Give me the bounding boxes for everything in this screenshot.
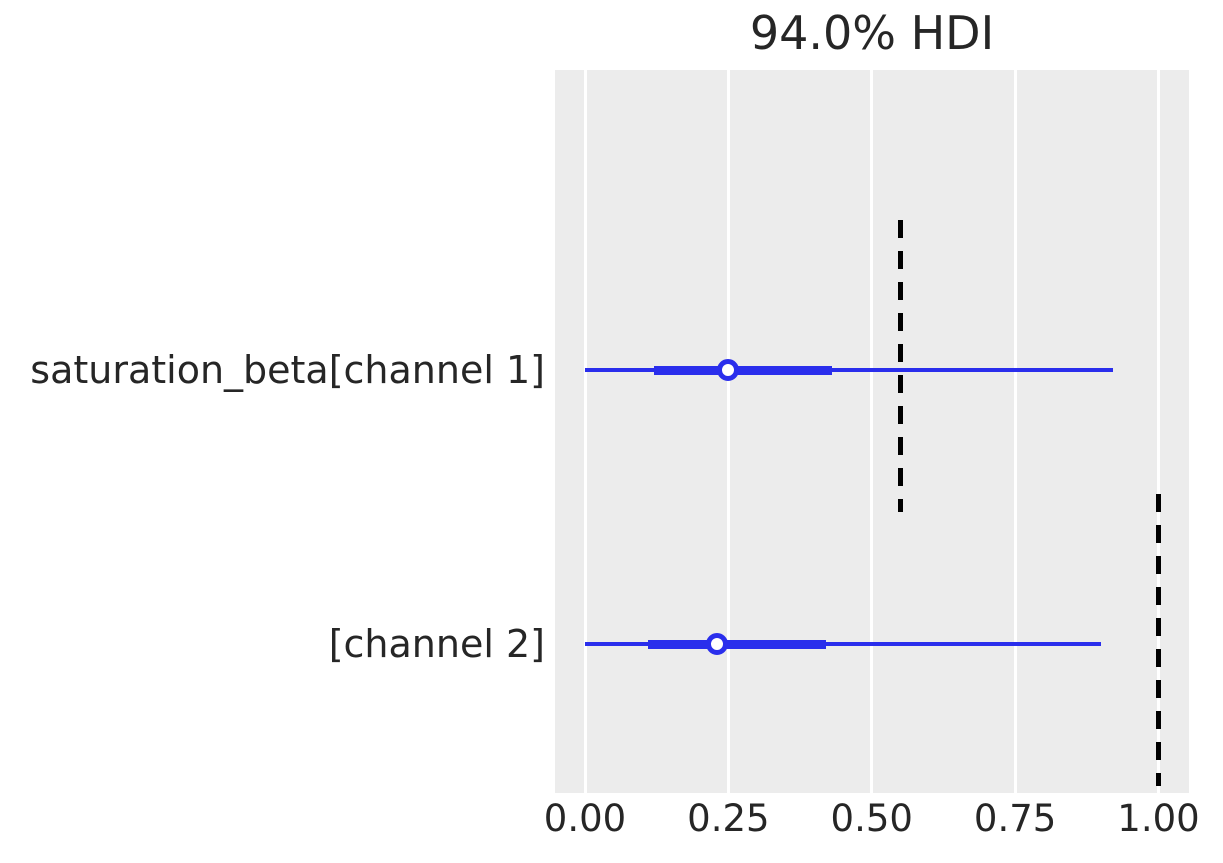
reference-value-dashed-line: [1156, 494, 1161, 787]
plot-area: [555, 70, 1189, 793]
x-tick-label: 0.25: [687, 797, 770, 840]
hdi-interval-line: [585, 642, 1102, 647]
median-point-marker: [705, 633, 728, 656]
vertical-gridline: [1157, 70, 1160, 793]
hdi-interval-line: [585, 368, 1113, 373]
quartile-interval-line: [653, 365, 832, 375]
y-tick-label: saturation_beta[channel 1]: [30, 348, 545, 393]
reference-value-dashed-line: [897, 220, 903, 513]
y-tick-label: [channel 2]: [328, 622, 545, 667]
vertical-gridline: [1013, 70, 1017, 793]
vertical-gridline: [726, 70, 730, 793]
quartile-interval-line: [648, 639, 826, 649]
x-tick-label: 0.50: [830, 797, 913, 840]
vertical-gridline: [870, 70, 874, 793]
median-point-marker: [717, 359, 740, 382]
vertical-gridline: [583, 70, 587, 793]
x-tick-label: 0.00: [543, 797, 627, 840]
x-tick-label: 0.75: [973, 797, 1057, 840]
chart-title: 94.0% HDI: [749, 6, 995, 60]
x-tick-label: 1.00: [1117, 797, 1200, 840]
